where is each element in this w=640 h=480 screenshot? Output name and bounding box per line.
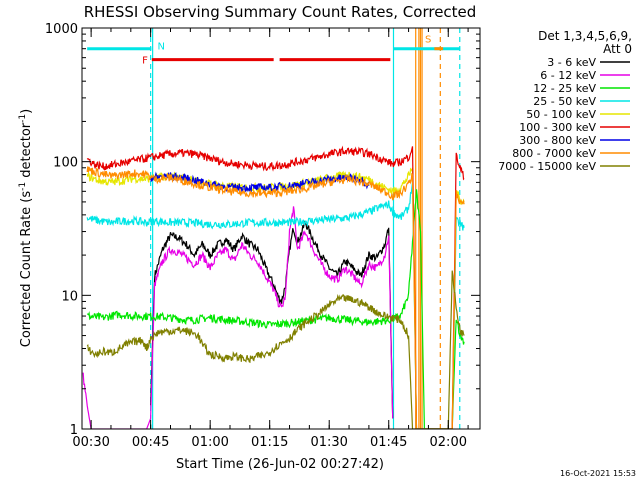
y-tick-label: 1 bbox=[70, 423, 78, 438]
series-line-2 bbox=[87, 189, 465, 429]
x-tick-label: 02:00 bbox=[430, 435, 467, 450]
y-tick-label: 100 bbox=[53, 156, 78, 171]
x-tick-label: 01:30 bbox=[310, 435, 347, 450]
x-tick-label: 01:45 bbox=[370, 435, 407, 450]
plot-area bbox=[82, 28, 465, 429]
y-axis-label: Corrected Count Rate (s-1 detector-1) bbox=[18, 109, 34, 347]
annotation-n: N bbox=[157, 42, 164, 53]
y-axis: 1 10 100 1000 bbox=[45, 22, 480, 438]
x-tick-label: 00:45 bbox=[132, 435, 169, 450]
y-tick-label: 1000 bbox=[45, 22, 78, 37]
x-tick-label: 00:30 bbox=[72, 435, 109, 450]
series-line-1 bbox=[82, 206, 394, 429]
series-line-3 bbox=[86, 182, 465, 429]
legend-header-line1: Det 1,3,4,5,6,9, bbox=[538, 29, 632, 43]
legend-label-7: 800 - 7000 keV bbox=[512, 147, 596, 160]
footer-timestamp: 16-Oct-2021 15:53 bbox=[560, 469, 636, 478]
x-tick-label: 01:00 bbox=[191, 435, 228, 450]
series-line-5 bbox=[86, 145, 465, 429]
annotation-f: F bbox=[142, 56, 148, 67]
y-tick-label: 10 bbox=[61, 289, 78, 304]
legend-label-6: 300 - 800 keV bbox=[519, 134, 596, 147]
annotation-s: S bbox=[425, 35, 431, 46]
x-tick-label: 01:15 bbox=[251, 435, 288, 450]
plot-frame bbox=[81, 27, 481, 430]
legend-label-0: 3 - 6 keV bbox=[547, 56, 596, 69]
x-axis: 00:30 00:45 01:00 01:15 01:30 01:45 02:00 bbox=[72, 28, 469, 450]
series-line-0 bbox=[150, 220, 394, 419]
legend-label-8: 7000 - 15000 keV bbox=[498, 160, 596, 173]
legend-label-2: 12 - 25 keV bbox=[533, 82, 596, 95]
chart-title: RHESSI Observing Summary Count Rates, Co… bbox=[84, 3, 477, 21]
legend-label-5: 100 - 300 keV bbox=[519, 121, 596, 134]
legend-header-line2: Att 0 bbox=[603, 42, 632, 56]
series-line-8 bbox=[86, 270, 465, 429]
x-axis-label: Start Time (26-Jun-02 00:27:42) bbox=[176, 457, 384, 472]
legend-label-4: 50 - 100 keV bbox=[526, 108, 596, 121]
legend-label-3: 25 - 50 keV bbox=[533, 95, 596, 108]
series-line-7 bbox=[86, 166, 465, 429]
legend-label-1: 6 - 12 keV bbox=[540, 69, 596, 82]
